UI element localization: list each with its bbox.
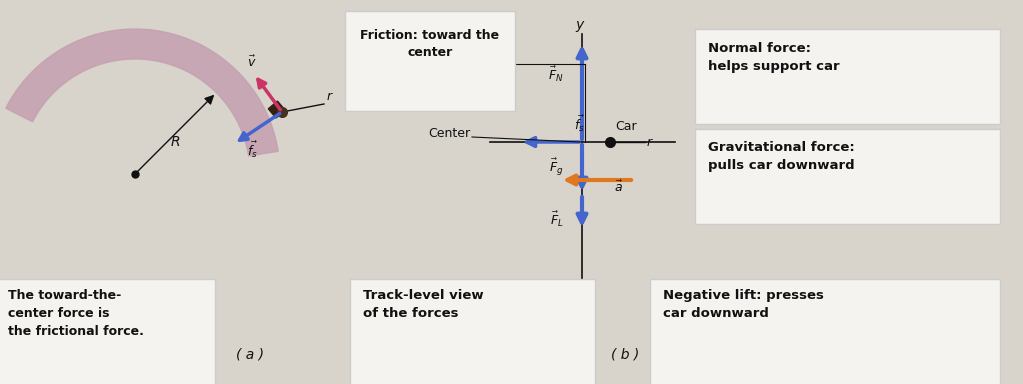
Bar bbox=[268, 101, 285, 118]
FancyBboxPatch shape bbox=[650, 279, 1000, 384]
Text: Gravitational force:
pulls car downward: Gravitational force: pulls car downward bbox=[708, 141, 855, 172]
Text: The toward-the-
center force is
the frictional force.: The toward-the- center force is the fric… bbox=[8, 289, 144, 338]
Text: $\vec{F}_L$: $\vec{F}_L$ bbox=[550, 210, 564, 229]
FancyBboxPatch shape bbox=[345, 11, 515, 111]
Text: $\vec{a}$: $\vec{a}$ bbox=[614, 180, 624, 195]
Text: ( b ): ( b ) bbox=[611, 348, 639, 362]
Text: $\vec{f_s}$: $\vec{f_s}$ bbox=[247, 140, 258, 160]
Text: $\vec{v}$: $\vec{v}$ bbox=[248, 55, 257, 70]
Text: Car: Car bbox=[615, 120, 636, 133]
Text: Negative lift: presses
car downward: Negative lift: presses car downward bbox=[663, 289, 824, 320]
Polygon shape bbox=[6, 29, 278, 156]
Text: $\vec{f_s}$: $\vec{f_s}$ bbox=[574, 114, 584, 134]
Text: Center: Center bbox=[428, 127, 470, 140]
Text: Track-level view
of the forces: Track-level view of the forces bbox=[363, 289, 484, 320]
Text: Normal force:
helps support car: Normal force: helps support car bbox=[708, 42, 840, 73]
Text: R: R bbox=[171, 135, 180, 149]
FancyBboxPatch shape bbox=[350, 279, 595, 384]
Text: $\vec{F}_N$: $\vec{F}_N$ bbox=[548, 65, 564, 84]
Text: r: r bbox=[327, 90, 332, 103]
Text: $\vec{F}_g$: $\vec{F}_g$ bbox=[549, 157, 564, 178]
Text: y: y bbox=[575, 18, 583, 32]
FancyBboxPatch shape bbox=[695, 129, 1000, 224]
Text: r: r bbox=[647, 136, 652, 149]
Text: Friction: toward the
center: Friction: toward the center bbox=[360, 29, 499, 59]
FancyBboxPatch shape bbox=[0, 279, 215, 384]
FancyBboxPatch shape bbox=[695, 29, 1000, 124]
Text: ( a ): ( a ) bbox=[236, 348, 264, 362]
